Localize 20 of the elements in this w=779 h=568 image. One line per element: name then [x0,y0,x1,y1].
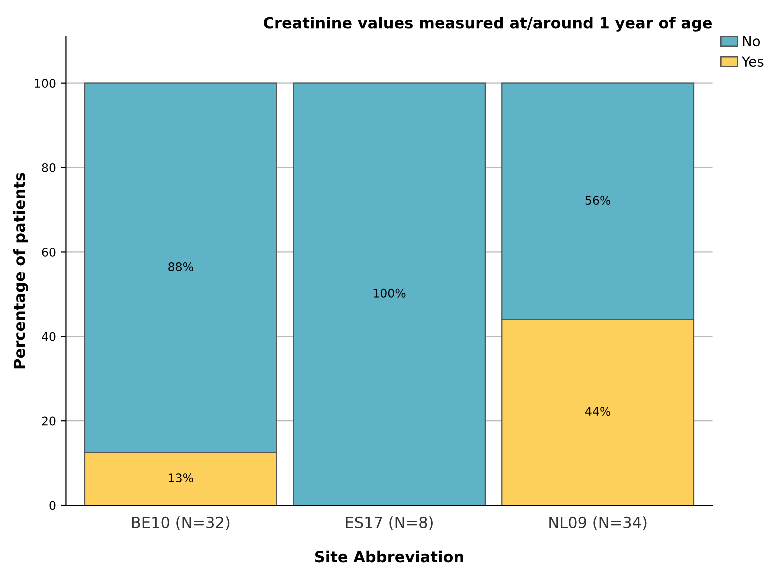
legend-label: Yes [742,56,764,68]
x-axis-title: Site Abbreviation [315,550,464,563]
data-label: 56% [586,196,611,205]
y-tick-label: 20 [42,416,56,426]
data-label: 44% [586,407,611,416]
y-tick-label: 80 [42,164,56,172]
data-label: 100% [374,288,406,298]
y-tick-label: 0 [50,501,56,510]
x-tick-label: BE10 (N=32) [132,516,230,530]
data-label: 88% [168,262,194,272]
y-tick-label: 100 [35,79,56,88]
y-axis-title: Percentage of patients [14,173,28,369]
x-tick-label: ES17 (N=8) [346,516,433,530]
x-tick-label: NL09 (N=34) [550,516,647,530]
y-tick-label: 60 [42,248,56,257]
legend-label: No [743,36,760,47]
data-label: 13% [169,474,194,483]
bar [293,82,486,506]
y-tick-label: 40 [42,332,56,342]
chart-title: Creatinine values measured at/around 1 year of age [264,16,712,32]
